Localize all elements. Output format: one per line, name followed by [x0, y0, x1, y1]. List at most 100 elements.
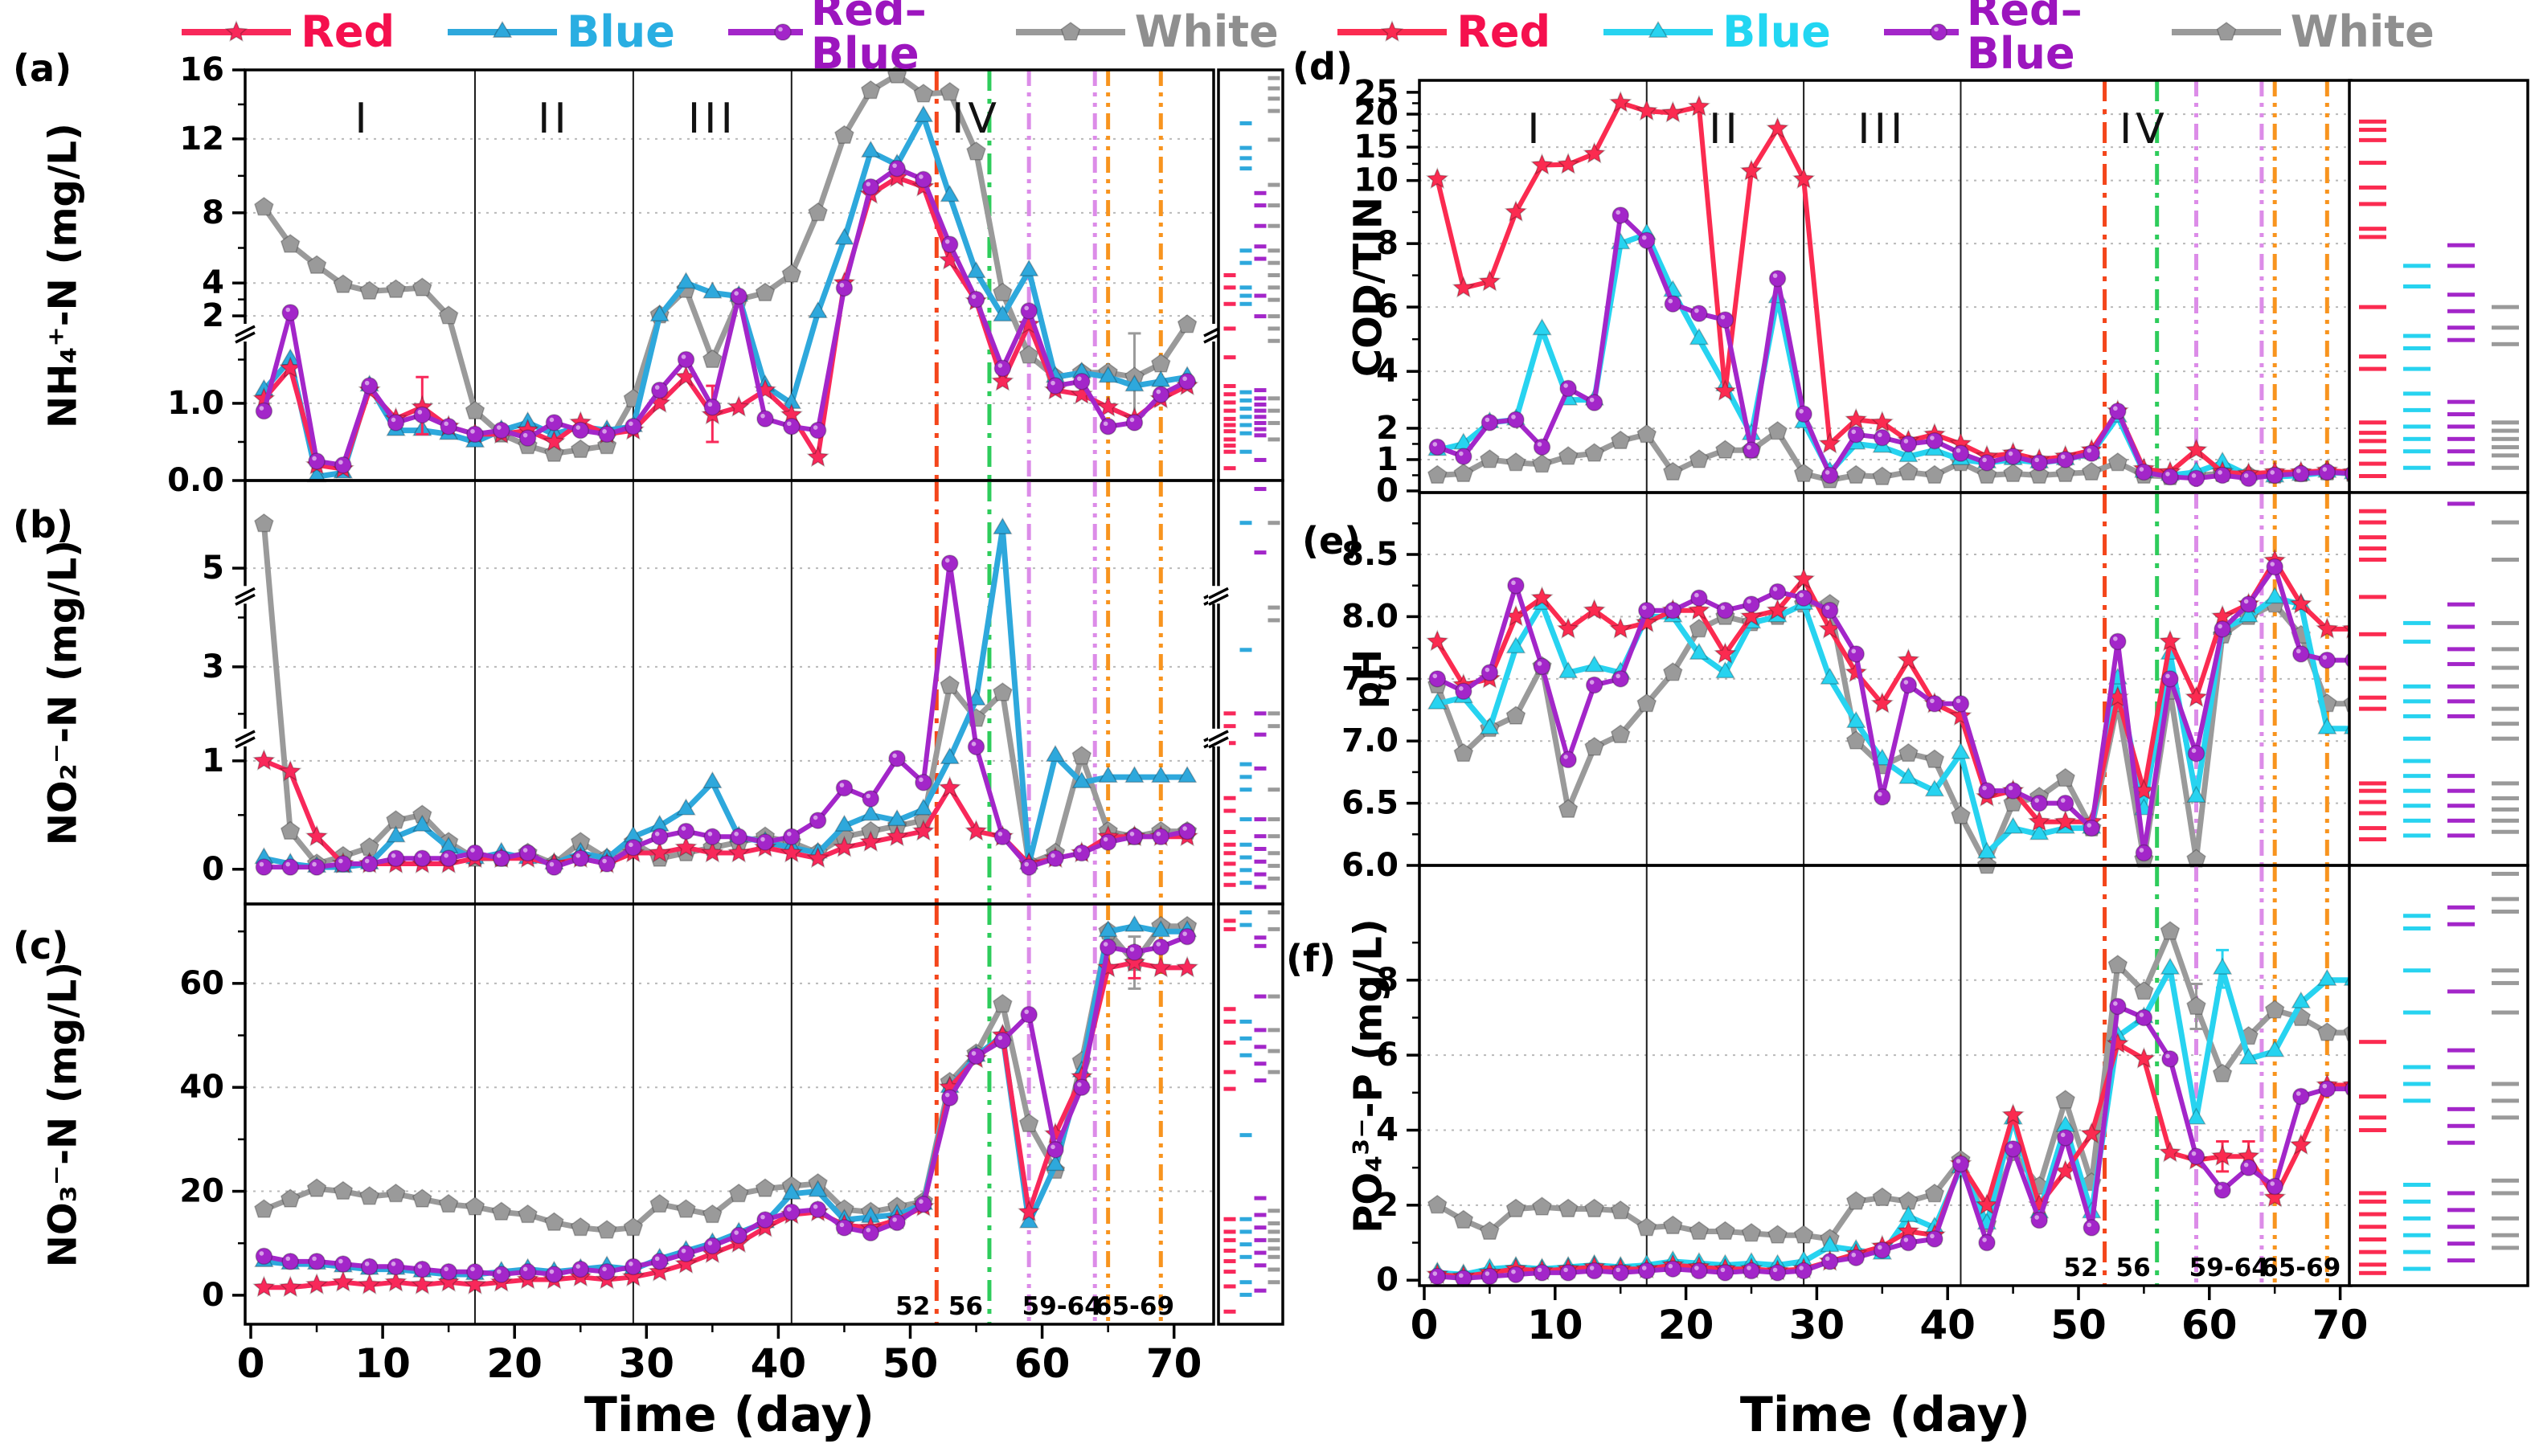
- event-label-65-69: 65-69: [1095, 1292, 1174, 1321]
- rug-mark-white: [2492, 342, 2519, 346]
- legend-item-blue: Blue: [446, 10, 675, 54]
- ytick-d: 15: [1354, 129, 1399, 166]
- xtick: 70: [2312, 1302, 2369, 1348]
- rug-mark-white: [1268, 326, 1280, 331]
- rug-mark-red: [1223, 1229, 1236, 1234]
- rug-mark-blue: [2403, 465, 2431, 470]
- legend-item-redblue: Red–Blue: [727, 0, 963, 76]
- rug-mark-blue: [2403, 1082, 2431, 1086]
- rug-mark-red: [1223, 301, 1236, 306]
- rug-mark-white: [2492, 1098, 2519, 1103]
- rug-mark-red: [2359, 1262, 2386, 1267]
- legend-marker-star-icon: [1337, 20, 1448, 43]
- rug-mark-white: [2492, 980, 2519, 985]
- rug-mark-white: [2492, 829, 2519, 834]
- rug-mark-red: [2359, 509, 2386, 513]
- ytick-a: 8: [202, 194, 224, 231]
- rug-mark-red: [2359, 235, 2386, 239]
- rug-mark-redblue: [1254, 314, 1267, 319]
- rug-mark-red: [1223, 842, 1236, 847]
- rug-mark-blue: [2403, 640, 2431, 644]
- rug-mark-redblue: [1254, 420, 1267, 425]
- rug-mark-blue: [1239, 922, 1252, 927]
- ytick-f: 8: [1376, 962, 1399, 999]
- rug-mark-red: [1223, 1070, 1236, 1074]
- y-axis-title-c: NO₃⁻-N (mg/L): [40, 961, 85, 1267]
- rug-mark-blue: [1239, 407, 1252, 411]
- rug-mark-blue: [1239, 881, 1252, 885]
- rug-mark-red: [1223, 808, 1236, 813]
- rug-mark-red: [1223, 711, 1236, 716]
- legend-item-blue: Blue: [1602, 10, 1831, 54]
- rug-mark-red: [1223, 872, 1236, 877]
- rug-mark-white: [2492, 420, 2519, 425]
- rug-mark-redblue: [1254, 457, 1267, 462]
- rug-mark-red: [2359, 161, 2386, 166]
- rug-mark-blue: [2403, 346, 2431, 350]
- ytick-e: 6.5: [1341, 785, 1399, 822]
- ytick-e: 8.0: [1341, 598, 1399, 635]
- rug-mark-redblue: [2447, 325, 2475, 330]
- rug-mark-red: [1223, 400, 1236, 405]
- rug-mark-blue: [2403, 1010, 2431, 1015]
- legend-marker-pentagon-icon: [2171, 22, 2281, 41]
- ytick-e: 8.5: [1341, 536, 1399, 573]
- y-axis-title-b: NO₂⁻-N (mg/L): [40, 539, 85, 845]
- rug-mark-white: [1268, 203, 1280, 208]
- rug-mark-red: [2359, 1212, 2386, 1217]
- rug-mark-red: [2359, 305, 2386, 309]
- xtick: 70: [1146, 1340, 1202, 1387]
- rug-mark-white: [1268, 851, 1280, 856]
- xtick: 30: [619, 1340, 675, 1387]
- rug-mark-red: [2359, 546, 2386, 551]
- rug-mark-red: [2359, 1040, 2386, 1045]
- rug-mark-red: [1223, 392, 1236, 397]
- rug-mark-blue: [1239, 910, 1252, 914]
- rug-mark-redblue: [2447, 661, 2475, 666]
- rug-mark-white: [1268, 1070, 1280, 1074]
- rug-mark-redblue: [2447, 1191, 2475, 1196]
- rug-mark-red: [2359, 119, 2386, 124]
- rug-mark-white: [1268, 297, 1280, 302]
- panel-label-a: (a): [13, 47, 72, 90]
- rug-mark-red: [2359, 706, 2386, 711]
- rug-mark-blue: [1239, 285, 1252, 290]
- rug-mark-redblue: [1254, 223, 1267, 228]
- rug-mark-white: [2492, 897, 2519, 902]
- rug-mark-blue: [2403, 449, 2431, 454]
- rug-mark-red: [1223, 1309, 1236, 1314]
- rug-mark-redblue: [2447, 436, 2475, 441]
- rug-mark-red: [1223, 355, 1236, 360]
- rug-mark-white: [1268, 1229, 1280, 1234]
- ytick-d: 6: [1376, 288, 1399, 325]
- rug-mark-red: [1223, 1270, 1236, 1274]
- rug-mark-redblue: [2447, 714, 2475, 718]
- rug-mark-redblue: [1254, 994, 1267, 999]
- rug-mark-white: [1268, 108, 1280, 113]
- rug-mark-redblue: [1254, 415, 1267, 419]
- legend-marker-triangle-icon: [448, 20, 558, 39]
- rug-mark-blue: [1239, 166, 1252, 171]
- rug-mark-redblue: [2447, 905, 2475, 910]
- event-label-52: 52: [2063, 1254, 2098, 1282]
- rug-mark-white: [1268, 396, 1280, 401]
- rug-mark-redblue: [2447, 922, 2475, 926]
- rug-mark-red: [1223, 1248, 1236, 1253]
- rug-mark-blue: [1239, 1280, 1252, 1285]
- rug-mark-white: [2492, 722, 2519, 726]
- rug-mark-white: [1268, 408, 1280, 413]
- rug-mark-red: [2359, 366, 2386, 371]
- xtick: 60: [2181, 1302, 2238, 1348]
- rug-mark-white: [1268, 994, 1280, 999]
- ytick-a: 2: [202, 297, 224, 334]
- rug-mark-red: [1223, 926, 1236, 931]
- rug-mark-red: [2359, 439, 2386, 444]
- rug-mark-redblue: [1254, 1225, 1267, 1230]
- rug-mark-red: [1223, 326, 1236, 331]
- rug-mark-white: [2492, 558, 2519, 562]
- series-redblue: [1428, 558, 2362, 862]
- rug-mark-blue: [1239, 390, 1252, 395]
- rug-mark-blue: [2403, 818, 2431, 823]
- rug-mark-redblue: [1254, 1263, 1267, 1268]
